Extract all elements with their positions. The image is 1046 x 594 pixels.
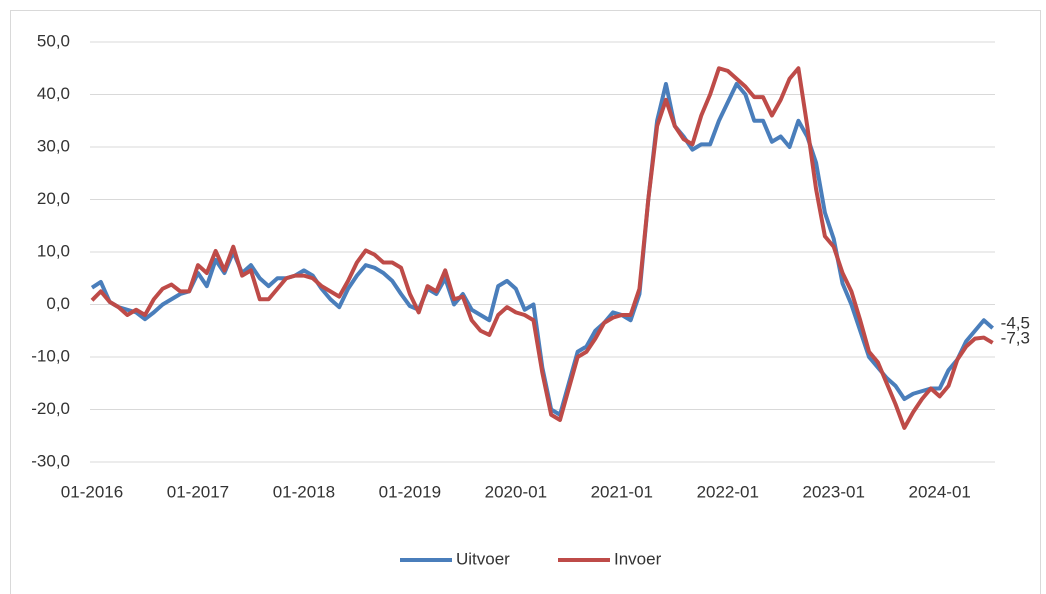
x-tick-label: 2020-01 — [485, 482, 547, 501]
data-label: -7,3 — [1001, 328, 1030, 347]
x-tick-label: 01-2016 — [61, 482, 123, 501]
y-tick-label: 20,0 — [37, 189, 70, 208]
legend-label: Uitvoer — [456, 549, 510, 568]
x-tick-label: 01-2017 — [167, 482, 229, 501]
chart-frame — [10, 10, 1041, 594]
y-tick-label: 0,0 — [46, 294, 70, 313]
x-tick-label: 01-2019 — [379, 482, 441, 501]
x-tick-label: 2024-01 — [908, 482, 970, 501]
y-tick-label: 10,0 — [37, 241, 70, 260]
series-line — [90, 66, 994, 430]
y-tick-label: -10,0 — [31, 346, 70, 365]
y-tick-label: 50,0 — [37, 31, 70, 50]
data-label: -4,5 — [1001, 314, 1030, 333]
x-tick-label: 2022-01 — [697, 482, 759, 501]
y-tick-label: 40,0 — [37, 84, 70, 103]
y-tick-label: -20,0 — [31, 399, 70, 418]
y-tick-label: 30,0 — [37, 136, 70, 155]
x-tick-label: 01-2018 — [273, 482, 335, 501]
x-tick-label: 2023-01 — [803, 482, 865, 501]
legend-label: Invoer — [614, 549, 662, 568]
x-tick-label: 2021-01 — [591, 482, 653, 501]
y-tick-label: -30,0 — [31, 451, 70, 470]
